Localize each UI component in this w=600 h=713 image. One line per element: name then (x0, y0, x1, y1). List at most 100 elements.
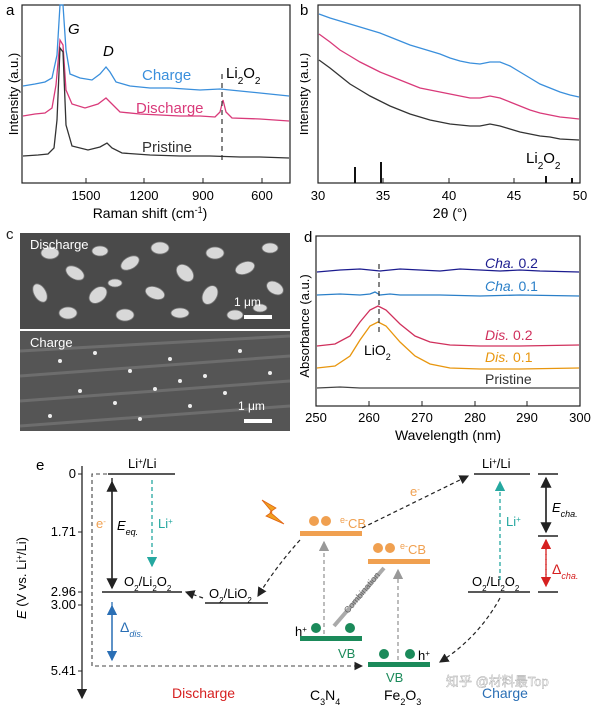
label-li2o2: Li2O2 (226, 65, 261, 87)
tick-label: 50 (573, 188, 587, 203)
plot-frame (315, 235, 581, 407)
label-pristine: Pristine (142, 139, 192, 156)
tick-label: 2.96 (51, 584, 76, 599)
sem-label-charge: Charge (30, 335, 73, 350)
scale-bar (244, 419, 272, 423)
label-fe2o3: Fe2O3 (384, 687, 421, 707)
label-e-eq: Eeq. (117, 518, 138, 537)
electron-dots-c3n4 (309, 516, 331, 526)
curve-discharge (22, 37, 290, 122)
c3n4-cb-bar (300, 531, 362, 536)
label-cb1: e-CB (340, 515, 366, 531)
y-axis-label: Intensity (a.u.) (6, 53, 21, 135)
curve-dis01 (316, 321, 580, 370)
curve-dis02 (316, 305, 580, 347)
tick-label: 290 (516, 410, 538, 425)
label-li-right: Li+/Li (482, 456, 511, 471)
xrd-curve-pristine (318, 59, 580, 141)
label-o2li2o2-left: O2/Li2O2 (124, 574, 172, 593)
axis-ticks (78, 473, 82, 672)
tick-label: 30 (311, 188, 325, 203)
hole-dots-fe2o3 (379, 649, 415, 659)
sem-texture-discharge (20, 233, 290, 329)
panel-d-uvvis: d Absorbance (a.u.) 250 260 270 280 290 … (300, 229, 591, 443)
electron-dots-fe2o3 (373, 543, 395, 553)
label-charge: Charge (482, 685, 528, 701)
scale-label: 1 μm (234, 295, 261, 309)
tick-label: 900 (192, 188, 214, 203)
label-li-plus-right: Li+ (506, 514, 521, 529)
tick-label: 300 (569, 410, 591, 425)
plot-frame (21, 4, 291, 184)
light-icon (261, 499, 285, 525)
label-o2li2o2-right: O2/Li2O2 (472, 574, 520, 593)
fe2o3-vb-bar (368, 662, 430, 667)
peak-g-label: G (68, 21, 80, 38)
label-vb1: VB (338, 646, 355, 661)
label-li2o2: Li2O2 (526, 150, 561, 172)
axis-label: E (V vs. Li+/Li) (14, 537, 29, 619)
label-dis01: Dis. 0.1 (485, 349, 533, 365)
x-axis-label: 2θ (°) (433, 205, 467, 221)
label-e-minus-top: e- (410, 484, 420, 499)
tick-label: 35 (376, 188, 390, 203)
y-axis-label: Absorbance (a.u.) (300, 274, 312, 377)
tick-label: 45 (507, 188, 521, 203)
panel-e-letter: e (36, 457, 44, 474)
label-vb2: VB (386, 670, 403, 685)
arrow-e-to-li-right (361, 475, 470, 529)
peak-d-label: D (103, 43, 114, 60)
tick-label: 3.00 (51, 597, 76, 612)
label-h-plus-c3n4: h+ (295, 624, 307, 639)
hole-dots-c3n4 (311, 623, 355, 633)
panel-e-energy-diagram: e 0 1.71 2.96 3.00 5.41 E (V vs. Li+/Li)… (14, 456, 578, 707)
li2o2-reference-sticks (354, 162, 573, 183)
residual-particles (48, 349, 272, 421)
sem-label-discharge: Discharge (30, 237, 89, 252)
xrd-curve-charge (318, 13, 580, 98)
label-cha01: Cha. 0.1 (485, 278, 538, 294)
label-li-left: Li+/Li (128, 456, 157, 471)
label-discharge: Discharge (136, 100, 204, 117)
curve-cha02 (316, 268, 580, 273)
curve-charge (22, 4, 290, 97)
label-charge: Charge (142, 67, 191, 84)
label-delta-cha: Δcha. (552, 561, 578, 581)
x-ticks (368, 401, 528, 406)
tick-label: 600 (251, 188, 273, 203)
x-axis-label: Wavelength (nm) (395, 427, 501, 443)
label-delta-dis: Δdis. (120, 619, 143, 639)
curve-pristine (22, 46, 290, 159)
panel-b-letter: b (300, 2, 308, 19)
tick-label: 280 (464, 410, 486, 425)
curve-pristine (316, 386, 579, 389)
arrow-o2lio2-to-o2li2o2 (184, 590, 204, 600)
x-ticks (85, 178, 263, 183)
tick-label: 5.41 (51, 663, 76, 678)
sem-texture-charge (20, 331, 290, 431)
label-h-plus-fe2o3: h+ (418, 648, 430, 663)
tick-label: 1500 (72, 188, 101, 203)
arrow-o2li2o2-to-vb (438, 597, 501, 663)
tick-label: 250 (305, 410, 327, 425)
panel-a-raman: a Intensity (a.u.) 1500 1200 900 600 Ram… (6, 2, 291, 221)
sem-image-charge: Charge 1 μm (20, 331, 290, 431)
watermark: 知乎 @材料最Top (446, 674, 549, 689)
arrow-cb-to-o2lio2 (257, 539, 301, 598)
xrd-curve-discharge (318, 33, 580, 120)
panel-d-letter-text: d (304, 229, 312, 246)
tick-label: 260 (358, 410, 380, 425)
tick-label: 1.71 (51, 524, 76, 539)
lio2-flakes (32, 241, 284, 322)
tick-label: 40 (442, 188, 456, 203)
label-combination: Combination (342, 570, 382, 615)
panel-c-letter: c (6, 226, 14, 243)
tick-label: 0 (69, 466, 76, 481)
label-cb2: e-CB (400, 541, 426, 557)
label-discharge: Discharge (172, 685, 235, 701)
label-li-plus-left: Li+ (158, 516, 173, 531)
tick-label: 270 (411, 410, 433, 425)
y-axis-label: Intensity (a.u.) (300, 53, 311, 135)
x-ticks (382, 178, 515, 183)
panel-a-letter: a (6, 2, 15, 19)
